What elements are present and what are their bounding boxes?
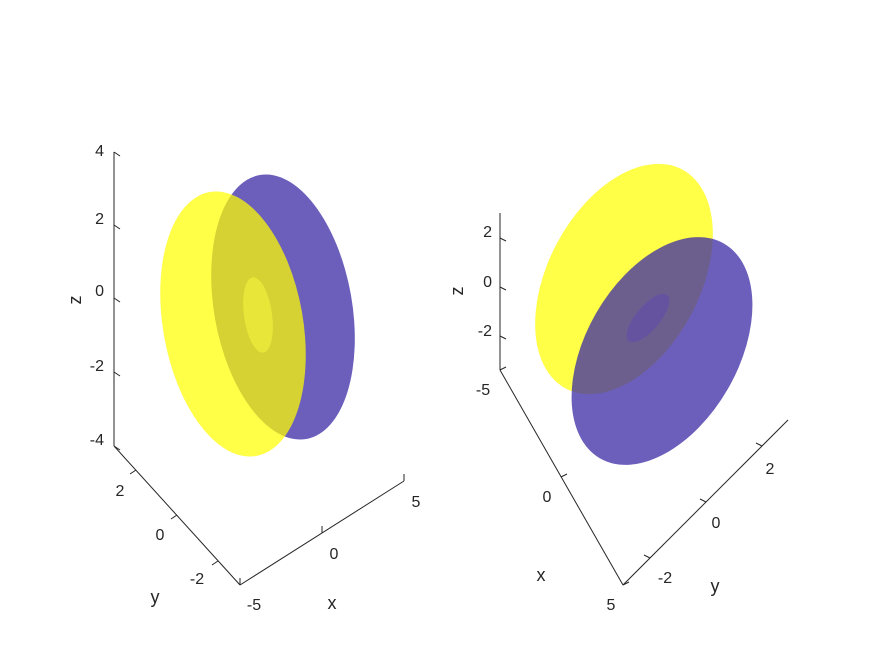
- x-tickmark-right: [560, 473, 568, 478]
- z-tickmark-left: [113, 445, 121, 451]
- z-tickmark-left: [113, 151, 121, 157]
- z-axis-label-left: z: [65, 296, 85, 305]
- z-tick-label-left: 0: [95, 283, 104, 300]
- y-axis-label-right: y: [711, 576, 720, 596]
- z-axis-label-right: z: [447, 287, 467, 296]
- x-tick-label-right: -5: [476, 382, 490, 399]
- x-tick-label-left: -5: [247, 597, 261, 614]
- y-tick-label-left: 0: [156, 527, 165, 544]
- x-axis-label-left: x: [328, 593, 337, 613]
- z-tick-label-right: -2: [478, 323, 492, 340]
- subplot-right: 2 0 -2 z -5 0 5 x -2 0 2 y: [447, 163, 789, 614]
- z-tickmark-left: [113, 297, 121, 303]
- y-tickmark-left: [211, 560, 219, 566]
- z-tickmark-right: [499, 237, 507, 242]
- y-tick-label-right: -2: [658, 570, 672, 587]
- z-tickmark-left: [113, 224, 121, 230]
- y-tickmark-left: [129, 469, 137, 475]
- y-tick-label-right: 2: [766, 461, 775, 478]
- z-tickmark-left: [113, 371, 121, 377]
- x-tick-label-right: 5: [607, 597, 616, 614]
- y-tick-label-left: 2: [116, 483, 125, 500]
- surface-overlap-highlight-left: [243, 277, 273, 353]
- y-axis-right: [622, 419, 789, 586]
- y-tick-label-left: -2: [190, 571, 204, 588]
- x-tick-label-left: 0: [330, 546, 339, 563]
- z-tick-label-right: 0: [483, 274, 492, 291]
- z-tick-label-right: 2: [483, 224, 492, 241]
- z-tickmark-right: [499, 286, 507, 291]
- surface-purple-right: [571, 237, 753, 465]
- y-tickmark-right: [755, 442, 763, 447]
- x-tickmark-right: [499, 366, 507, 371]
- y-tickmark-right: [643, 554, 651, 559]
- y-tickmark-left: [170, 514, 178, 520]
- z-tick-label-left: 4: [95, 143, 104, 160]
- z-tick-label-left: -4: [90, 432, 104, 449]
- x-axis-right: [499, 369, 624, 586]
- subplot-left: 4 2 0 -2 -4 z 2 0 -2 y -5 0 5 x: [65, 143, 421, 614]
- surface-overlap-highlight-right: [626, 293, 670, 343]
- y-tick-label-right: 0: [712, 515, 721, 532]
- x-axis-label-right: x: [537, 565, 546, 585]
- x-tick-label-right: 0: [543, 489, 552, 506]
- x-tickmark-right: [622, 581, 630, 586]
- z-tickmark-right: [499, 335, 507, 340]
- surface-yellow-left: [160, 191, 306, 457]
- z-tick-label-left: 2: [95, 211, 104, 228]
- z-tick-label-left: -2: [90, 358, 104, 375]
- y-axis-label-left: y: [151, 587, 160, 607]
- y-tickmark-right: [699, 498, 707, 503]
- x-tick-label-left: 5: [412, 494, 421, 511]
